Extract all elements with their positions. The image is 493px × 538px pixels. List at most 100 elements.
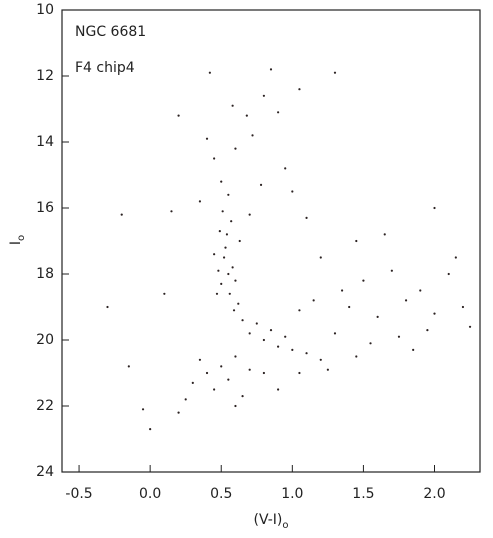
point [326,368,329,371]
point [390,269,393,272]
y-tick-label: 12 [36,68,54,84]
point [221,210,224,213]
point [298,309,301,312]
x-tick-label: -0.5 [65,486,92,502]
point [106,305,109,309]
y-label-sub: o [16,235,27,241]
point [241,319,244,322]
point [319,256,322,259]
point [312,299,315,302]
point [259,183,263,186]
y-tick-label: 22 [36,398,54,414]
point [348,305,351,309]
point [291,190,294,193]
point [198,200,202,203]
point [231,104,234,107]
point [231,266,234,269]
point [234,404,237,408]
point [262,371,265,375]
point [355,239,358,243]
point [170,210,173,213]
point [213,253,216,256]
y-tick-label: 10 [36,2,54,18]
x-label-sub: o [282,520,288,531]
x-tick-label: 2.0 [423,486,445,502]
point [205,371,209,375]
point [419,289,422,292]
point [426,329,429,332]
point [198,358,202,361]
point [269,68,273,71]
point [234,147,237,150]
point [220,180,223,183]
point [461,305,465,309]
point [376,315,379,318]
point [397,335,401,338]
point [298,88,301,91]
point [277,388,280,391]
point [362,279,365,282]
point [120,213,123,216]
point [227,378,230,381]
y-tick-label: 24 [36,464,54,480]
point [284,167,287,170]
point [227,193,230,196]
y-label-main: I [8,241,24,245]
point [383,233,386,236]
point [234,355,237,358]
point [269,329,273,332]
y-tick-label: 14 [36,134,54,150]
x-axis-label: (V-I)o [254,512,289,531]
point [277,111,280,114]
point [305,216,308,219]
point [355,355,358,358]
point [177,114,180,117]
point [412,348,415,351]
point [234,279,237,282]
point [241,395,244,398]
point [404,299,408,302]
point [218,230,221,233]
point [191,381,194,384]
point [230,220,233,223]
point [245,114,248,117]
point [305,352,308,355]
point [454,256,457,259]
point [184,398,187,401]
point [262,94,265,97]
point [319,358,322,361]
point [141,408,145,411]
y-tick-label: 16 [36,200,54,216]
x-tick-label: 1.5 [352,486,374,502]
point [248,332,251,335]
y-tick-label: 20 [36,332,54,348]
point [298,371,301,375]
point [227,272,230,276]
point [237,302,240,305]
point [213,157,216,160]
point [228,292,231,295]
point [291,348,294,351]
point [333,71,337,74]
point [433,206,436,210]
point [369,342,372,345]
x-tick-label: 1.0 [281,486,303,502]
y-tick-label: 18 [36,266,54,282]
plot-frame [61,9,481,473]
x-label-main: (V-I) [254,512,283,528]
point [447,272,450,276]
point [433,312,436,315]
point [284,335,287,338]
point [340,289,344,292]
point [149,428,152,431]
point [213,388,216,391]
point [222,256,226,259]
point [220,282,223,285]
point [251,134,254,137]
point [248,213,251,216]
point [220,365,223,368]
x-tick-label: 0.0 [139,486,161,502]
point [177,411,180,414]
